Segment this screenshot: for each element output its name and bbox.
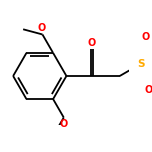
Text: O: O (141, 32, 149, 42)
Text: O: O (145, 85, 152, 95)
Text: O: O (60, 119, 68, 129)
Text: O: O (37, 23, 46, 33)
Text: O: O (88, 38, 96, 48)
Text: S: S (137, 59, 145, 69)
